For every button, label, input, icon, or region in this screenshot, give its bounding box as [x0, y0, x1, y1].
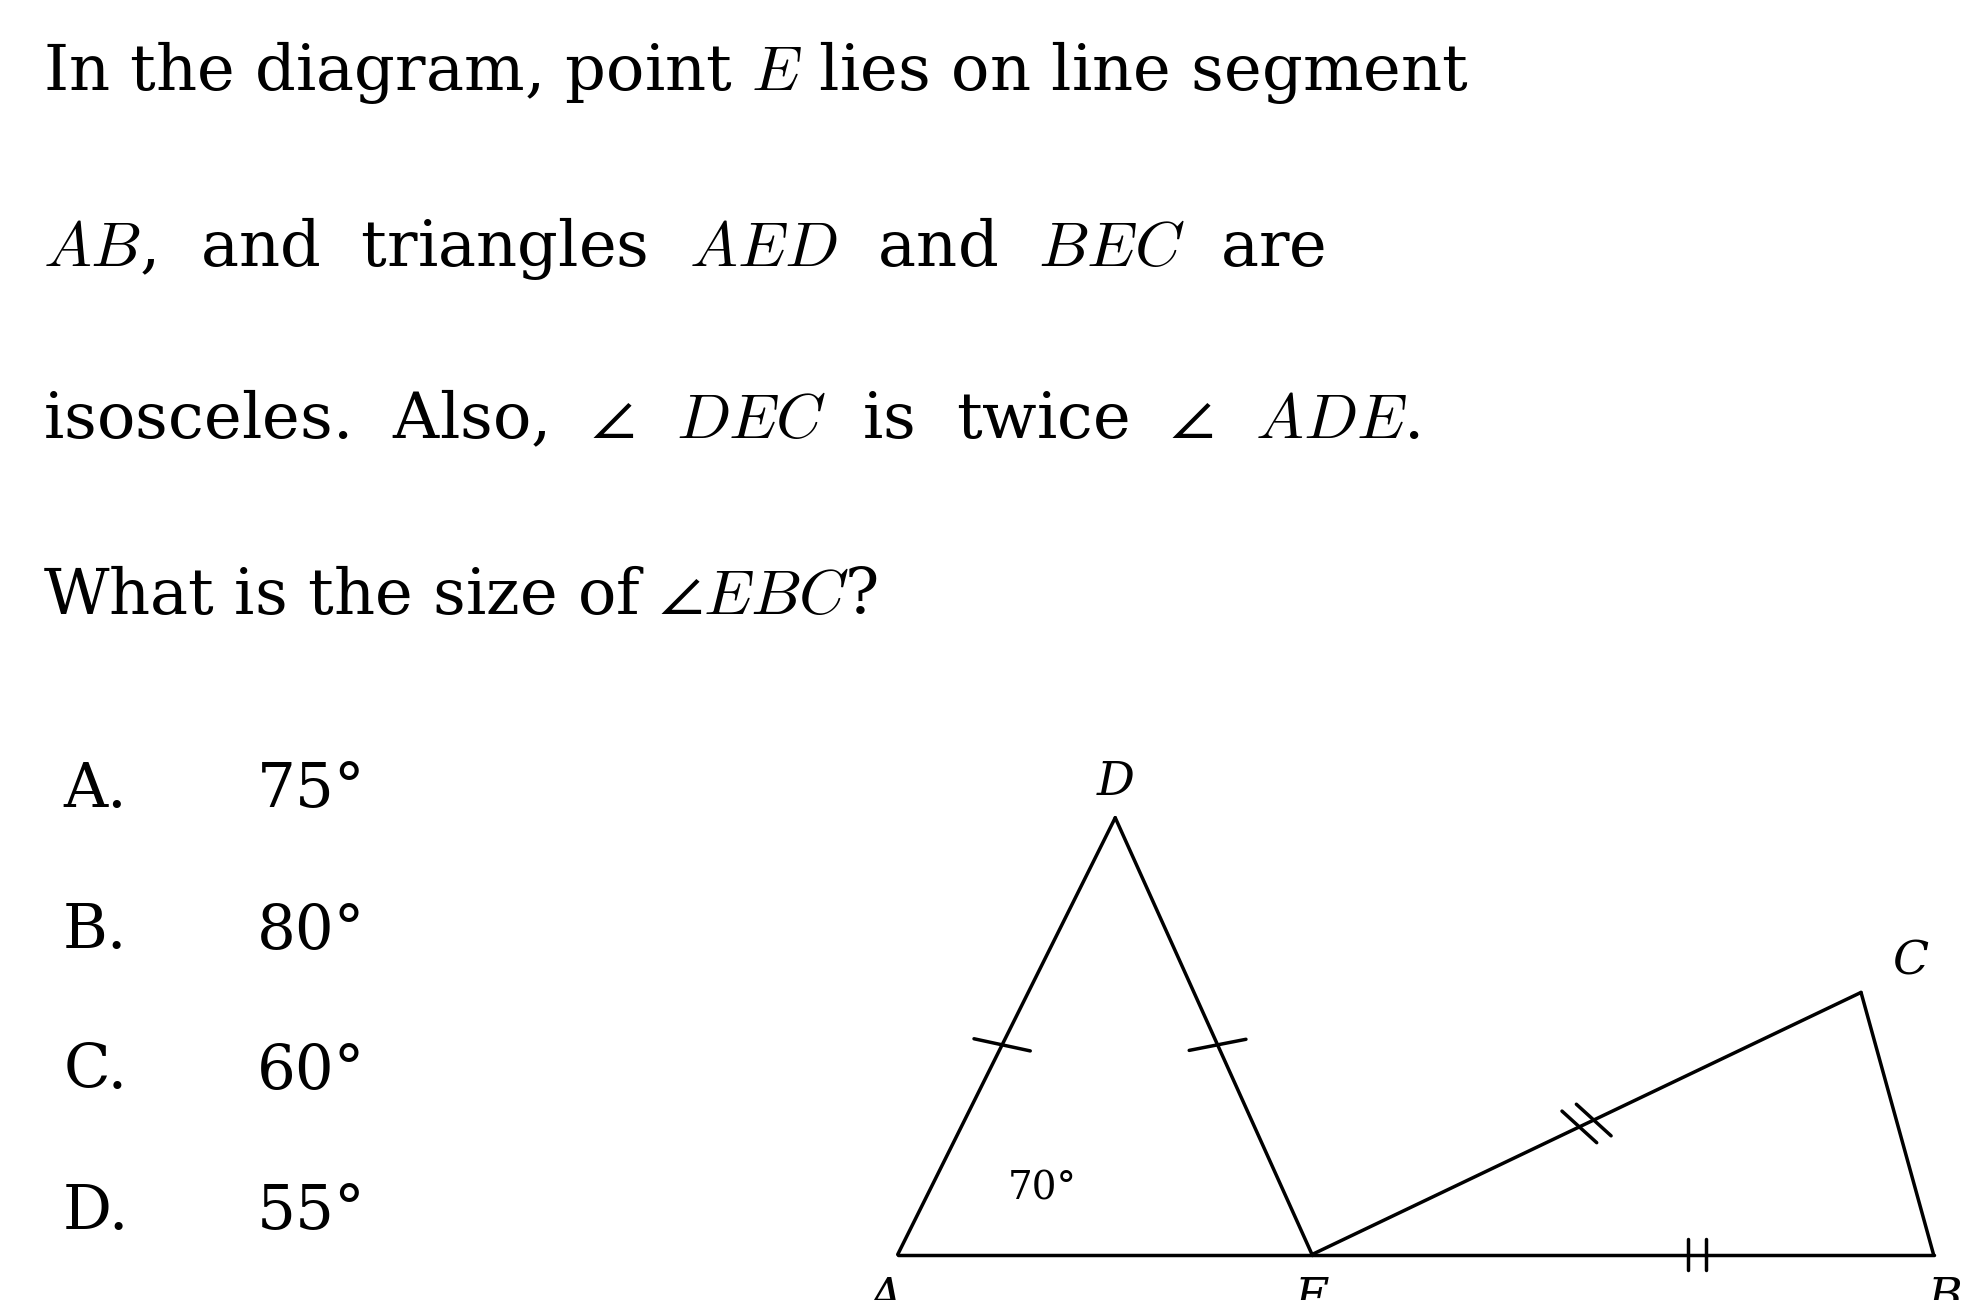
Text: 75°: 75°: [256, 760, 365, 820]
Text: 55°: 55°: [256, 1182, 365, 1242]
Text: D.: D.: [63, 1182, 130, 1242]
Text: D: D: [1097, 759, 1134, 805]
Text: B.: B.: [63, 901, 128, 961]
Text: C.: C.: [63, 1041, 128, 1101]
Text: E: E: [1294, 1275, 1330, 1300]
Text: What is the size of $\angle\mathit{EBC}$?: What is the size of $\angle\mathit{EBC}$…: [43, 566, 878, 627]
Text: B: B: [1928, 1275, 1963, 1300]
Text: In the diagram, point $\mathit{E}$ lies on line segment: In the diagram, point $\mathit{E}$ lies …: [43, 39, 1470, 107]
Text: 60°: 60°: [256, 1041, 365, 1101]
Text: A.: A.: [63, 760, 126, 820]
Text: 80°: 80°: [256, 901, 365, 961]
Text: 70°: 70°: [1008, 1171, 1077, 1208]
Text: C: C: [1892, 940, 1930, 984]
Text: A: A: [868, 1275, 904, 1300]
Text: $\mathit{AB}$,  and  triangles  $\mathit{AED}$  and  $\mathit{BEC}$  are: $\mathit{AB}$, and triangles $\mathit{AE…: [43, 214, 1326, 282]
Text: isosceles.  Also,  $\angle$  $\mathit{DEC}$  is  twice  $\angle$  $\mathit{ADE}$: isosceles. Also, $\angle$ $\mathit{DEC}$…: [43, 390, 1421, 451]
